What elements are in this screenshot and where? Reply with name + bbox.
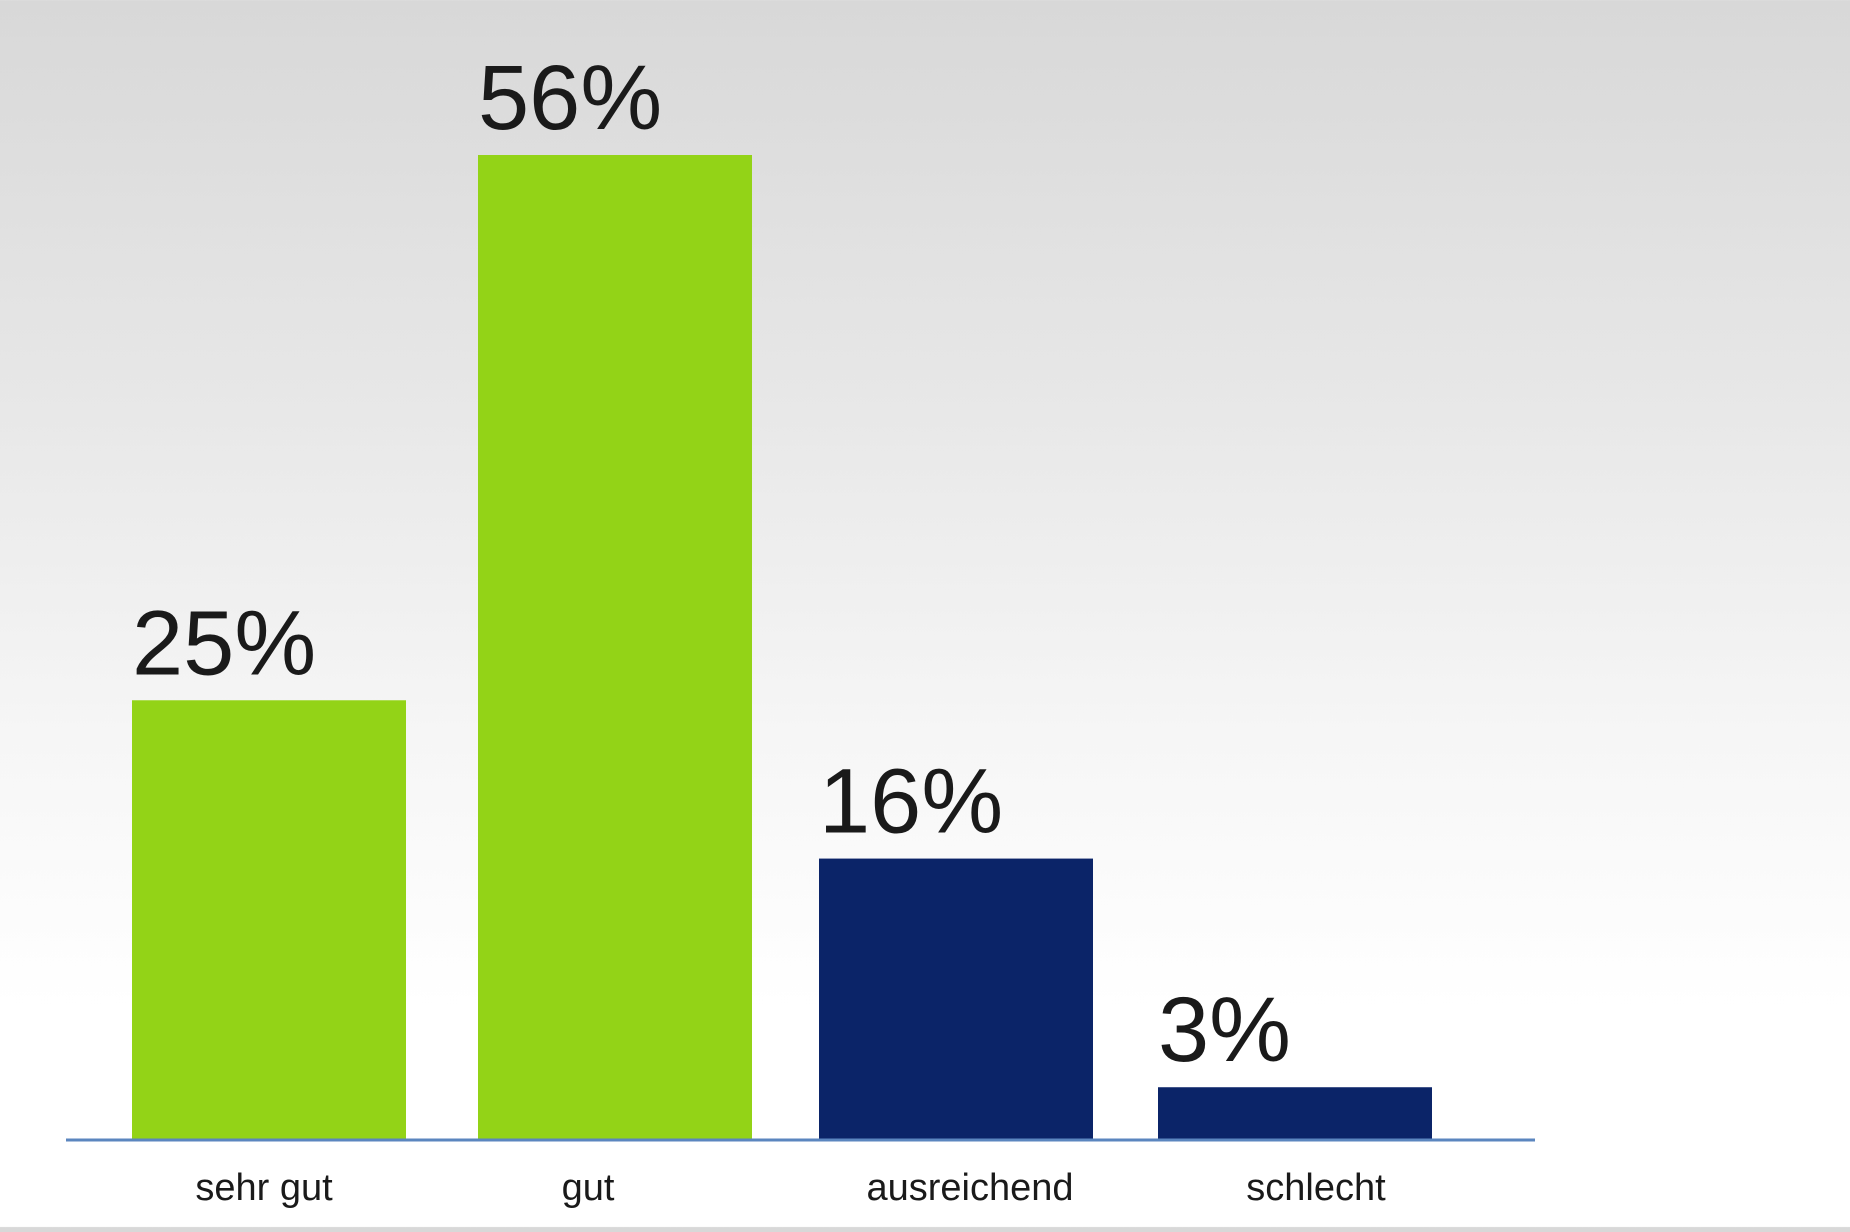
category-label-gut: gut xyxy=(562,1167,615,1209)
bar-schlecht xyxy=(1158,1087,1432,1140)
bar-sehr-gut xyxy=(132,700,406,1140)
category-labels-layer: sehr gut gut ausreichend schlecht xyxy=(195,1167,1386,1209)
value-label-schlecht: 3% xyxy=(1158,979,1291,1081)
value-label-gut: 56% xyxy=(478,47,662,149)
category-label-schlecht: schlecht xyxy=(1246,1167,1386,1209)
bar-ausreichend xyxy=(819,859,1093,1140)
category-label-ausreichend: ausreichend xyxy=(866,1167,1073,1209)
value-label-ausreichend: 16% xyxy=(819,751,1003,853)
value-label-sehr-gut: 25% xyxy=(132,592,316,694)
bar-gut xyxy=(478,155,752,1140)
category-label-sehr-gut: sehr gut xyxy=(195,1167,333,1209)
